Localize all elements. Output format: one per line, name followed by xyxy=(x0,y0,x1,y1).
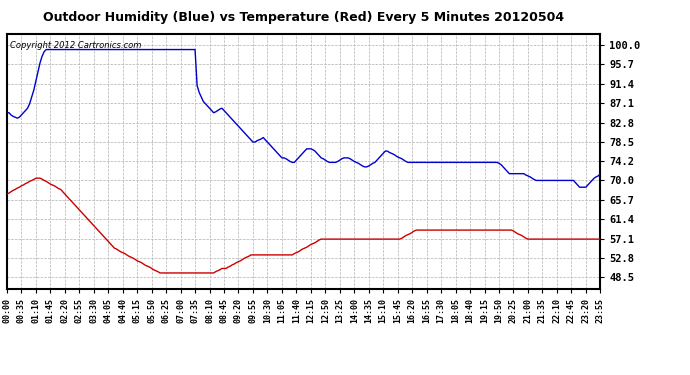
Text: Outdoor Humidity (Blue) vs Temperature (Red) Every 5 Minutes 20120504: Outdoor Humidity (Blue) vs Temperature (… xyxy=(43,11,564,24)
Text: Copyright 2012 Cartronics.com: Copyright 2012 Cartronics.com xyxy=(10,41,141,50)
